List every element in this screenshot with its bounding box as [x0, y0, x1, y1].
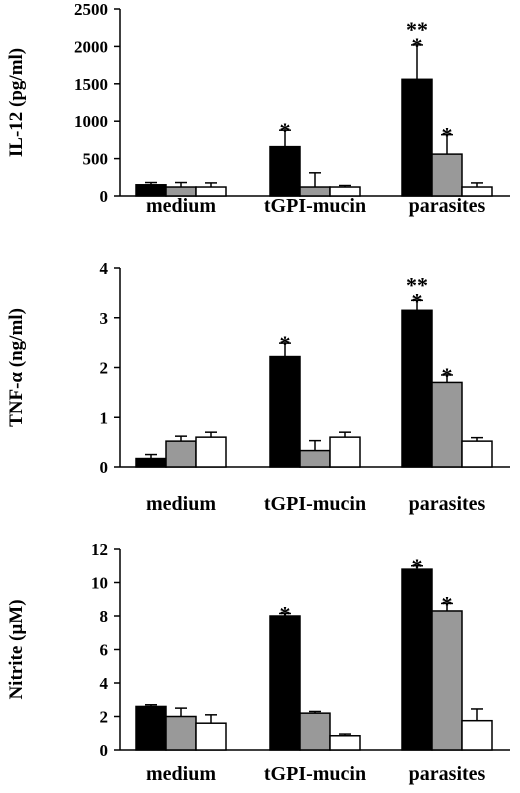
bar-parasites-series-3 [461, 186, 493, 197]
bar-medium-series-3 [195, 722, 227, 751]
y-tick-label: 3 [100, 309, 109, 328]
y-axis-title: TNF-α (ng/ml) [6, 308, 27, 427]
significance-marker: * [442, 591, 453, 616]
bar-parasites-series-2 [431, 610, 463, 751]
significance-marker: ** [406, 17, 428, 42]
y-tick-label: 4 [100, 674, 109, 693]
bar-parasites-series-2 [431, 153, 463, 197]
bar-medium-series-3 [195, 186, 227, 197]
category-label: tGPI-mucin [264, 763, 366, 785]
category-label: tGPI-mucin [264, 195, 366, 217]
bar-parasites-series-1 [401, 309, 433, 468]
y-axis-title: IL-12 (pg/ml) [6, 48, 27, 157]
category-label: medium [146, 763, 216, 785]
significance-marker: * [442, 123, 453, 148]
y-tick-label: 4 [100, 259, 109, 278]
bar-parasites-series-1 [401, 568, 433, 751]
bar-parasites-series-2 [431, 381, 463, 468]
bar-tGPI-mucin-series-3 [329, 735, 361, 751]
y-tick-label: 2 [100, 359, 109, 378]
y-tick-label: 2 [100, 708, 109, 727]
y-tick-label: 12 [91, 540, 108, 559]
y-tick-label: 10 [91, 574, 108, 593]
significance-marker: * [412, 288, 423, 313]
bar-medium-series-3 [195, 436, 227, 468]
y-tick-label: 1500 [74, 75, 108, 94]
significance-marker: ** [406, 272, 428, 297]
chart-panel-1: IL-12 (pg/ml) 0 500 1000 1500 2000 2500 medium t… [6, 0, 510, 217]
bar-medium-series-2 [165, 440, 197, 468]
y-tick-label: 2500 [74, 0, 108, 19]
bar-tGPI-mucin-series-1 [269, 615, 301, 751]
chart-panel-2: TNF-α (ng/ml) 0 1 2 3 4 medium tGPI-mucin parasi… [6, 259, 510, 515]
bar-tGPI-mucin-series-3 [329, 186, 361, 197]
significance-marker: * [412, 33, 423, 58]
y-tick-label: 8 [100, 607, 109, 626]
category-label: medium [146, 195, 216, 217]
significance-marker: * [280, 331, 291, 356]
y-tick-label: 0 [100, 741, 109, 760]
bar-tGPI-mucin-series-2 [299, 449, 331, 468]
y-tick-label: 1000 [74, 112, 108, 131]
y-tick-label: 0 [100, 187, 109, 206]
y-tick-label: 500 [83, 150, 109, 169]
chart-panel-3: Nitrite (µM) 0 2 4 6 8 10 12 medium tGPI-mucin par… [6, 540, 510, 785]
category-label: parasites [409, 195, 486, 217]
bar-medium-series-2 [165, 715, 197, 751]
significance-marker: * [442, 363, 453, 388]
bar-tGPI-mucin-series-3 [329, 436, 361, 468]
bar-parasites-series-1 [401, 78, 433, 197]
significance-marker: * [412, 554, 423, 579]
y-tick-label: 6 [100, 641, 109, 660]
category-label: parasites [409, 763, 486, 785]
bar-tGPI-mucin-series-1 [269, 145, 301, 197]
bar-parasites-series-3 [461, 719, 493, 751]
y-axis-title: Nitrite (µM) [6, 599, 27, 699]
bar-tGPI-mucin-series-1 [269, 355, 301, 468]
category-label: tGPI-mucin [264, 493, 366, 515]
y-tick-label: 0 [100, 458, 109, 477]
significance-marker: * [280, 118, 291, 143]
y-tick-label: 1 [100, 408, 109, 427]
significance-marker: * [280, 601, 291, 626]
bar-parasites-series-3 [461, 440, 493, 468]
bar-tGPI-mucin-series-2 [299, 712, 331, 751]
category-label: parasites [409, 493, 486, 515]
bar-medium-series-1 [135, 705, 167, 751]
bar-medium-series-1 [135, 457, 167, 468]
category-label: medium [146, 493, 216, 515]
y-tick-label: 2000 [74, 37, 108, 56]
